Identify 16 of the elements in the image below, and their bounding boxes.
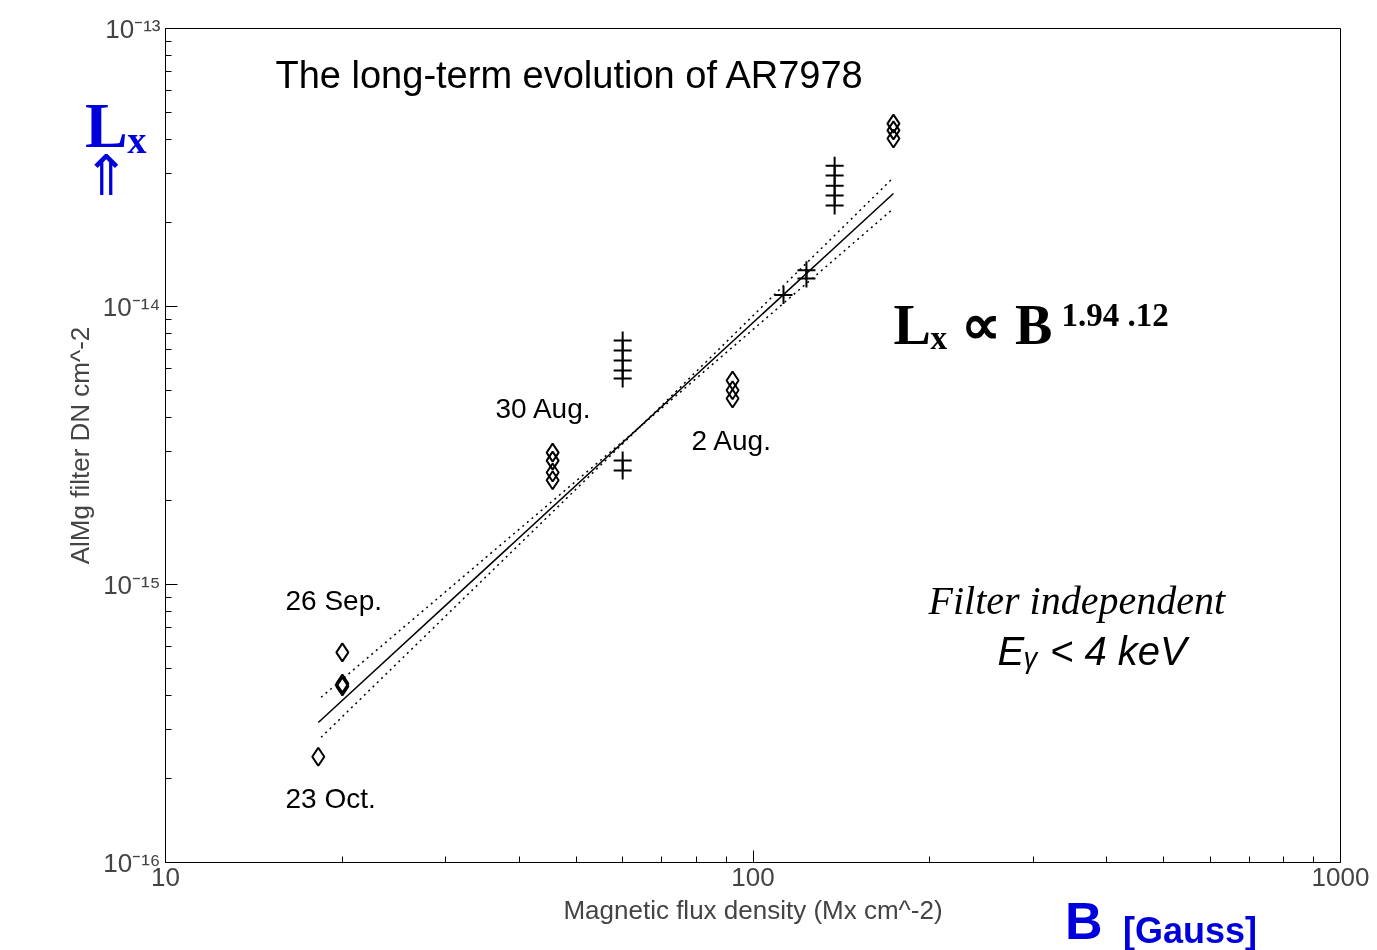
annotation: Eᵧ < 4 keV	[997, 628, 1191, 674]
annotation: Filter independent	[927, 577, 1226, 623]
text: The long-term evolution of AR7978	[275, 53, 863, 96]
annotation: 23 Oct.	[285, 782, 376, 814]
x-tick-label: 100	[731, 861, 775, 892]
y-tick-label: 10⁻¹⁵	[103, 569, 161, 600]
y-tick-label: 10⁻¹³	[105, 13, 161, 44]
x-axis-title: Magnetic flux density (Mx cm^-2)	[563, 894, 943, 925]
annotation: 30 Aug.	[495, 392, 591, 424]
y-tick-label: 10⁻¹⁴	[102, 291, 161, 322]
annotation: 2 Aug.	[691, 424, 771, 456]
text: [Gauss]	[1123, 910, 1258, 950]
y-axis-title: AlMg filter DN cm^-2	[64, 326, 95, 565]
annotation: 26 Sep.	[285, 584, 383, 616]
text: B	[1065, 892, 1103, 950]
x-tick-label: 1000	[1311, 861, 1370, 892]
